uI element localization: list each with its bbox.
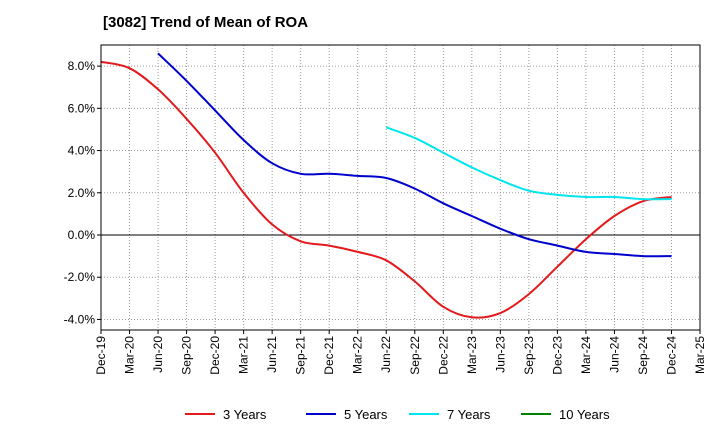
y-tick-label: 2.0% [68,186,96,200]
y-tick-label: 8.0% [68,59,96,73]
x-tick-label: Sep-20 [180,336,194,375]
plot-frame [100,44,701,331]
series-line-5-years [157,52,672,258]
y-tick-label: 6.0% [68,101,96,115]
legend-label-5-years: 5 Years [344,407,388,422]
y-tick-label: 4.0% [68,144,96,158]
x-tick-label: Mar-24 [579,336,593,374]
x-tick-label: Dec-21 [322,336,336,375]
x-axis-ticks: Dec-19 Mar-20 Jun-20 Sep-20 Dec-20 Mar-21 Jun-… [94,330,707,375]
series-line-3-years [100,60,672,319]
legend: 3 Years 5 Years 7 Years 10 Years [185,407,610,422]
x-tick-label: Jun-22 [379,336,393,373]
x-tick-label: Dec-23 [550,336,564,375]
x-tick-label: Jun-21 [265,336,279,373]
x-tick-label: Sep-23 [522,336,536,375]
x-tick-label: Sep-21 [294,336,308,375]
chart-title: [3082] Trend of Mean of ROA [103,14,309,31]
x-tick-label: Mar-20 [123,336,137,374]
x-tick-label: Jun-24 [607,336,621,373]
x-tick-label: Jun-23 [493,336,507,373]
y-tick-label: -4.0% [64,312,96,326]
x-tick-label: Sep-22 [408,336,422,375]
series-line-7-years [385,126,672,201]
y-axis-ticks: 8.0% 6.0% 4.0% 2.0% 0.0% -2.0% -4.0% [64,59,101,326]
legend-label-3-years: 3 Years [223,407,267,422]
plot-background [101,45,700,330]
y-tick-label: -2.0% [64,270,96,284]
series-lines [100,52,672,319]
x-tick-label: Dec-19 [94,336,108,375]
x-tick-label: Dec-22 [436,336,450,375]
x-tick-label: Mar-25 [693,336,707,374]
x-tick-label: Mar-21 [237,336,251,374]
legend-label-10-years: 10 Years [559,407,610,422]
legend-label-7-years: 7 Years [447,407,491,422]
x-tick-label: Dec-20 [208,336,222,375]
x-tick-label: Sep-24 [636,336,650,375]
y-tick-label: 0.0% [68,228,96,242]
x-tick-label: Jun-20 [151,336,165,373]
x-tick-label: Dec-24 [664,336,678,375]
x-tick-label: Mar-22 [351,336,365,374]
x-tick-label: Mar-23 [465,336,479,374]
